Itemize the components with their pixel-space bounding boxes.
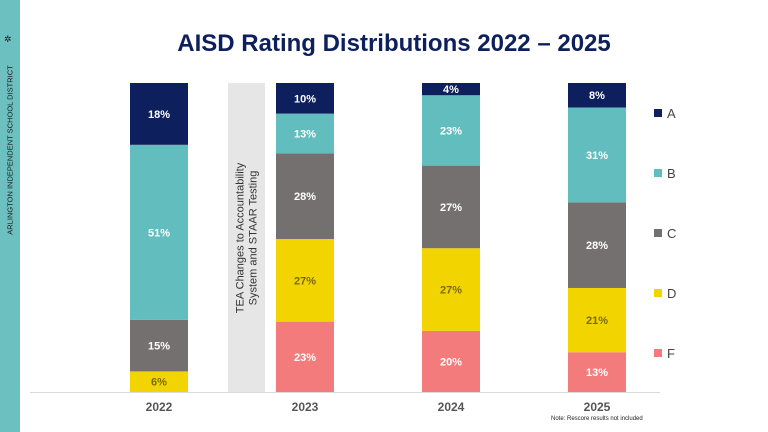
bar-2023-B — [276, 113, 334, 154]
annotation-band — [228, 83, 265, 392]
bar-2023-F — [276, 321, 334, 392]
data-label-2023-B: 13% — [294, 128, 316, 140]
bar-2025-D — [568, 287, 626, 353]
legend-label-D: D — [667, 286, 676, 301]
bar-2023-A — [276, 83, 334, 114]
data-label-2022-A: 18% — [148, 109, 170, 121]
bar-2023-D — [276, 239, 334, 322]
data-label-2024-D: 27% — [440, 285, 462, 297]
legend-swatch-C — [654, 229, 662, 237]
legend-swatch-F — [654, 349, 662, 357]
bar-2025-B — [568, 107, 626, 203]
legend-label-B: B — [667, 166, 676, 181]
data-label-2024-A: 4% — [443, 84, 459, 96]
x-tick-label-2023: 2023 — [292, 400, 319, 414]
sidebar: ✲ ARLINGTON INDEPENDENT SCHOOL DISTRICT — [0, 0, 20, 432]
bar-2022-A — [130, 83, 188, 145]
legend-swatch-A — [654, 109, 662, 117]
legend-swatch-D — [654, 289, 662, 297]
legend-label-A: A — [667, 106, 676, 121]
bar-2024-F — [422, 330, 480, 392]
bar-2024-A — [422, 83, 480, 96]
bar-2024-C — [422, 165, 480, 249]
chart-title: AISD Rating Distributions 2022 – 2025 — [177, 30, 611, 57]
data-label-2023-F: 23% — [294, 352, 316, 364]
data-label-2024-F: 20% — [440, 356, 462, 368]
data-label-2023-A: 10% — [294, 93, 316, 105]
bar-2024-D — [422, 248, 480, 331]
bar-2022-B — [130, 144, 188, 320]
data-label-2025-A: 8% — [589, 90, 605, 102]
bar-2025-C — [568, 202, 626, 288]
data-label-2022-D: 6% — [151, 377, 167, 389]
data-label-2022-B: 51% — [148, 227, 170, 239]
bar-2022-D — [130, 371, 188, 392]
bar-2024-B — [422, 95, 480, 166]
data-label-2024-C: 27% — [440, 202, 462, 214]
annotation-text: TEA Changes to AccountabilitySystem and … — [235, 162, 260, 313]
data-label-2025-C: 28% — [586, 240, 608, 252]
data-label-2022-C: 15% — [148, 341, 170, 353]
data-label-2024-B: 23% — [440, 125, 462, 137]
legend-label-C: C — [667, 226, 676, 241]
legend-swatch-B — [654, 169, 662, 177]
bar-2025-A — [568, 83, 626, 108]
x-tick-label-2024: 2024 — [438, 400, 465, 414]
footnote: Note: Rescore results not included — [551, 416, 643, 422]
x-tick-label-2025: 2025 — [584, 400, 611, 414]
x-tick-label-2022: 2022 — [146, 400, 173, 414]
data-label-2023-C: 28% — [294, 191, 316, 203]
bar-2025-F — [568, 352, 626, 392]
bar-2022-C — [130, 319, 188, 372]
data-label-2023-D: 27% — [294, 275, 316, 287]
data-label-2025-B: 31% — [586, 150, 608, 162]
star-burst-icon: ✲ — [4, 34, 12, 44]
data-label-2025-D: 21% — [586, 315, 608, 327]
bar-2023-C — [276, 153, 334, 240]
data-label-2025-F: 13% — [586, 367, 608, 379]
legend-label-F: F — [667, 346, 675, 361]
